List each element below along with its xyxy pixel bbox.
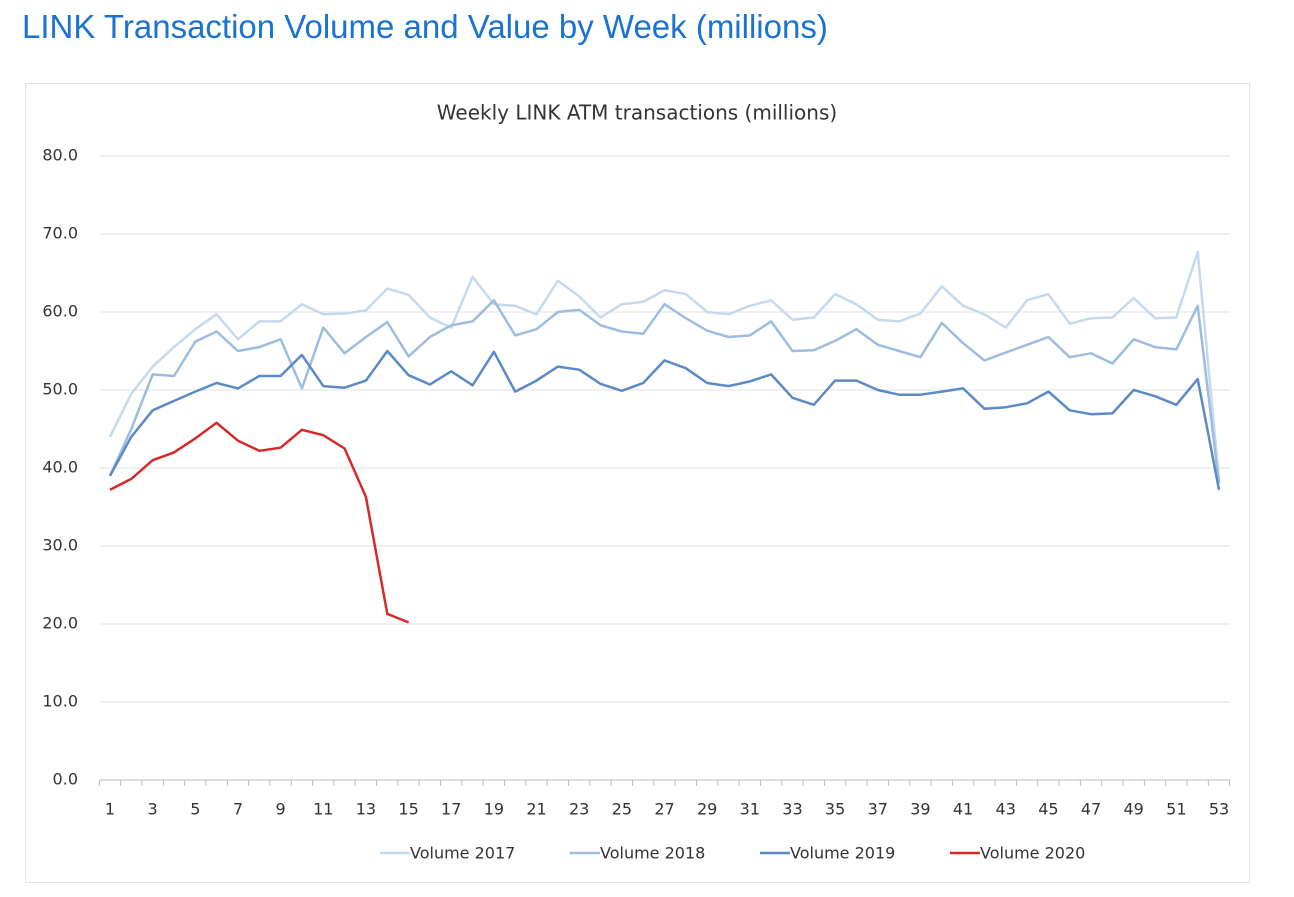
legend-label: Volume 2017 — [410, 844, 515, 863]
y-tick-label: 70.0 — [42, 224, 78, 243]
x-tick-label: 11 — [313, 800, 333, 819]
x-tick-label: 21 — [526, 800, 546, 819]
y-tick-label: 40.0 — [42, 458, 78, 477]
x-tick-label: 15 — [398, 800, 418, 819]
x-tick-label: 39 — [910, 800, 930, 819]
x-tick-label: 45 — [1038, 800, 1058, 819]
y-tick-label: 10.0 — [42, 692, 78, 711]
chart-frame — [25, 83, 1250, 883]
x-tick-label: 29 — [697, 800, 717, 819]
x-tick-label: 19 — [484, 800, 504, 819]
x-tick-label: 3 — [148, 800, 158, 819]
x-tick-label: 9 — [276, 800, 286, 819]
page-title: LINK Transaction Volume and Value by Wee… — [22, 8, 828, 45]
x-tick-label: 25 — [612, 800, 632, 819]
x-tick-label: 13 — [356, 800, 376, 819]
x-tick-label: 31 — [740, 800, 760, 819]
y-tick-label: 80.0 — [42, 146, 78, 165]
x-tick-label: 49 — [1124, 800, 1144, 819]
x-tick-label: 53 — [1209, 800, 1229, 819]
x-tick-label: 7 — [233, 800, 243, 819]
y-tick-label: 60.0 — [42, 302, 78, 321]
x-tick-label: 17 — [441, 800, 461, 819]
x-tick-label: 51 — [1166, 800, 1186, 819]
y-tick-label: 20.0 — [42, 614, 78, 633]
x-tick-label: 35 — [825, 800, 845, 819]
x-tick-label: 37 — [868, 800, 888, 819]
y-tick-label: 0.0 — [53, 770, 78, 789]
x-tick-label: 47 — [1081, 800, 1101, 819]
legend-label: Volume 2018 — [600, 844, 705, 863]
chart-title: Weekly LINK ATM transactions (millions) — [437, 101, 837, 125]
x-tick-label: 27 — [654, 800, 674, 819]
legend-label: Volume 2020 — [980, 844, 1085, 863]
series-line — [108, 250, 1221, 480]
x-tick-label: 41 — [953, 800, 973, 819]
x-tick-label: 23 — [569, 800, 589, 819]
series-line — [108, 349, 1221, 491]
legend-label: Volume 2019 — [790, 844, 895, 863]
x-tick-label: 43 — [996, 800, 1016, 819]
series-line — [109, 421, 410, 624]
y-tick-label: 30.0 — [42, 536, 78, 555]
x-tick-label: 33 — [782, 800, 802, 819]
y-tick-label: 50.0 — [42, 380, 78, 399]
series-line — [108, 299, 1221, 484]
x-tick-label: 1 — [105, 800, 115, 819]
x-tick-label: 5 — [190, 800, 200, 819]
